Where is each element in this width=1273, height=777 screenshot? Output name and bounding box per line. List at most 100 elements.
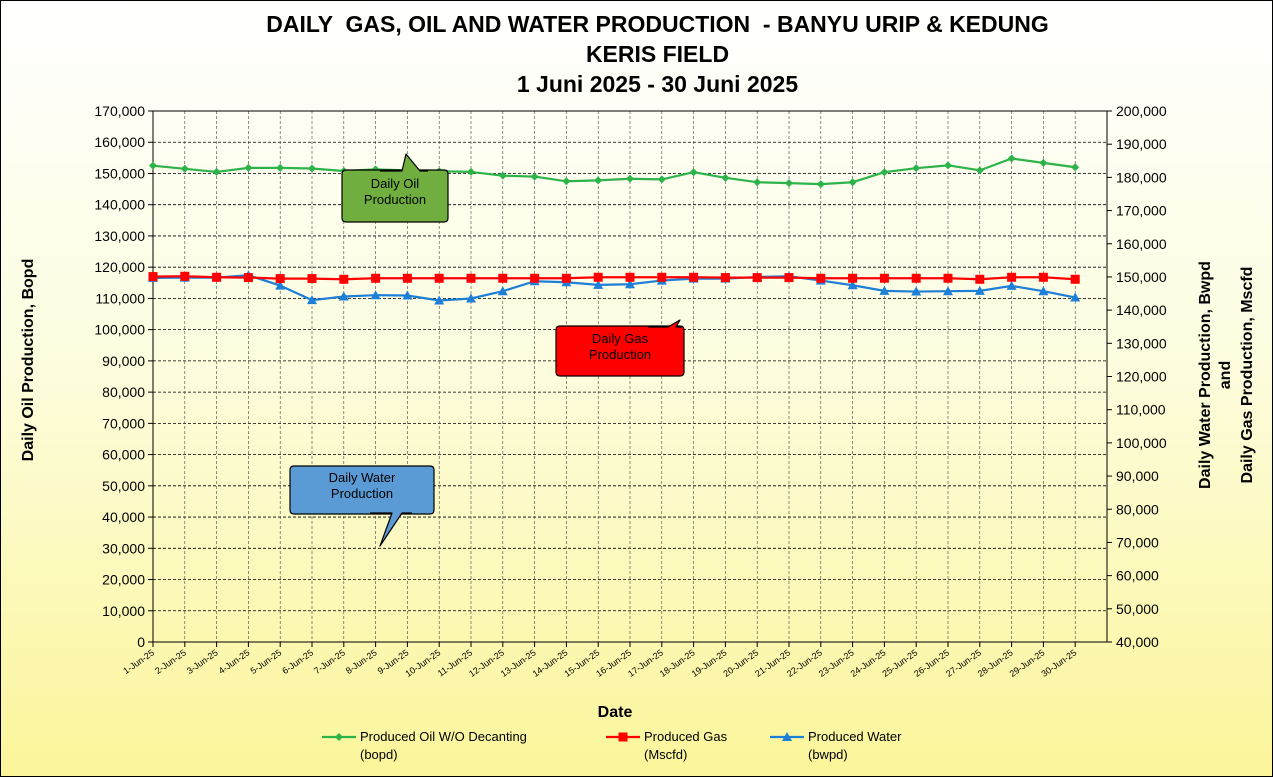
data-point — [339, 274, 349, 284]
legend-label: Produced Oil W/O Decanting — [360, 729, 527, 744]
x-tick-label: 30-Jun-25 — [1039, 647, 1078, 678]
x-tick-label: 6-Jun-25 — [280, 647, 315, 676]
data-point — [434, 273, 444, 283]
data-point — [467, 167, 475, 176]
legend-marker — [618, 732, 628, 742]
data-point — [879, 273, 889, 283]
data-point — [276, 163, 285, 172]
data-point — [1039, 158, 1048, 167]
data-point — [308, 164, 316, 173]
callout-text: Production — [589, 347, 651, 362]
chart-title-line-3: 1 Juni 2025 - 30 Juni 2025 — [516, 71, 799, 97]
data-point — [911, 273, 921, 283]
series-layer — [148, 154, 1081, 305]
data-point — [275, 280, 286, 290]
data-point — [593, 279, 604, 289]
data-point — [625, 279, 635, 289]
callout-tail — [648, 319, 682, 328]
data-point — [307, 295, 317, 305]
data-point — [1071, 163, 1080, 172]
data-point — [530, 273, 540, 283]
left-tick-label: 60,000 — [102, 447, 145, 463]
data-point — [562, 177, 571, 186]
data-point — [180, 164, 189, 173]
data-point — [244, 163, 253, 172]
data-point — [752, 273, 762, 283]
data-point — [975, 166, 984, 175]
data-point — [1038, 286, 1049, 296]
data-point — [816, 180, 825, 189]
legend-marker — [782, 732, 792, 741]
left-tick-label: 0 — [137, 634, 145, 650]
data-point — [1070, 274, 1080, 284]
x-tick-label: 5-Jun-25 — [249, 647, 284, 676]
data-point — [530, 172, 539, 181]
right-tick-label: 100,000 — [1116, 435, 1167, 451]
data-point — [402, 290, 413, 300]
legend-item: Produced Oil W/O Decanting (bopd) — [322, 729, 527, 762]
data-point — [721, 173, 730, 182]
callout-text: Production — [364, 192, 426, 207]
data-point — [975, 274, 985, 284]
left-tick-label: 160,000 — [94, 134, 145, 150]
data-point — [912, 164, 921, 173]
data-point — [1007, 272, 1017, 282]
data-point — [275, 274, 285, 284]
legend-item: Produced Gas (Mscfd) — [606, 729, 728, 762]
legend-unit: (bopd) — [360, 747, 398, 762]
left-tick-label: 140,000 — [94, 197, 145, 213]
data-point — [338, 291, 349, 301]
data-point — [561, 273, 571, 283]
left-tick-label: 130,000 — [94, 228, 145, 244]
chart-title-line-2: KERIS FIELD — [585, 41, 730, 67]
x-tick-label: 3-Jun-25 — [185, 647, 220, 676]
left-axis-label: Daily Oil Production, Bopd — [20, 259, 37, 462]
series-produced-gas — [148, 271, 1080, 284]
data-point — [689, 168, 698, 177]
data-point — [943, 286, 953, 296]
legend-label: Produced Water — [808, 729, 902, 744]
data-point — [848, 273, 858, 283]
data-point — [816, 273, 826, 283]
x-tick-label: 7-Jun-25 — [312, 647, 347, 676]
data-point — [911, 286, 922, 296]
data-point — [1006, 280, 1017, 290]
data-point — [212, 272, 222, 282]
data-point — [689, 272, 699, 282]
x-tick-label: 4-Jun-25 — [217, 647, 252, 676]
x-tick-label: 1-Jun-25 — [121, 647, 156, 676]
legend-unit: (bwpd) — [808, 747, 848, 762]
legend: Produced Oil W/O Decanting(bopd)Produced… — [322, 729, 902, 762]
data-point — [466, 273, 476, 283]
right-tick-label: 90,000 — [1116, 468, 1159, 484]
left-tick-label: 150,000 — [94, 165, 145, 181]
callout-text: Production — [331, 486, 393, 501]
data-point — [753, 178, 762, 187]
series-produced-water — [148, 270, 1081, 305]
x-tick-label: 8-Jun-25 — [344, 647, 379, 676]
right-axis-label-line-1: Daily Water Production, Bwpd — [1197, 261, 1214, 489]
data-point — [626, 174, 634, 183]
left-tick-label: 80,000 — [102, 384, 145, 400]
callout-box — [555, 325, 685, 377]
chart-title-line-1: DAILY GAS, OIL AND WATER PRODUCTION - BA… — [266, 11, 1049, 37]
left-tick-label: 110,000 — [95, 290, 145, 306]
left-tick-label: 10,000 — [102, 603, 145, 619]
right-axis-label-line-3: Daily Gas Production, Mscfd — [1239, 267, 1256, 484]
callout-tail — [380, 153, 428, 172]
data-point — [848, 178, 857, 187]
right-tick-label: 160,000 — [1116, 236, 1167, 252]
data-point — [371, 273, 381, 283]
data-point — [402, 273, 412, 283]
data-point — [879, 285, 890, 295]
data-point — [1007, 154, 1016, 163]
data-point — [497, 286, 508, 296]
data-point — [657, 175, 666, 184]
right-tick-label: 130,000 — [1116, 335, 1167, 351]
data-point — [785, 179, 793, 188]
